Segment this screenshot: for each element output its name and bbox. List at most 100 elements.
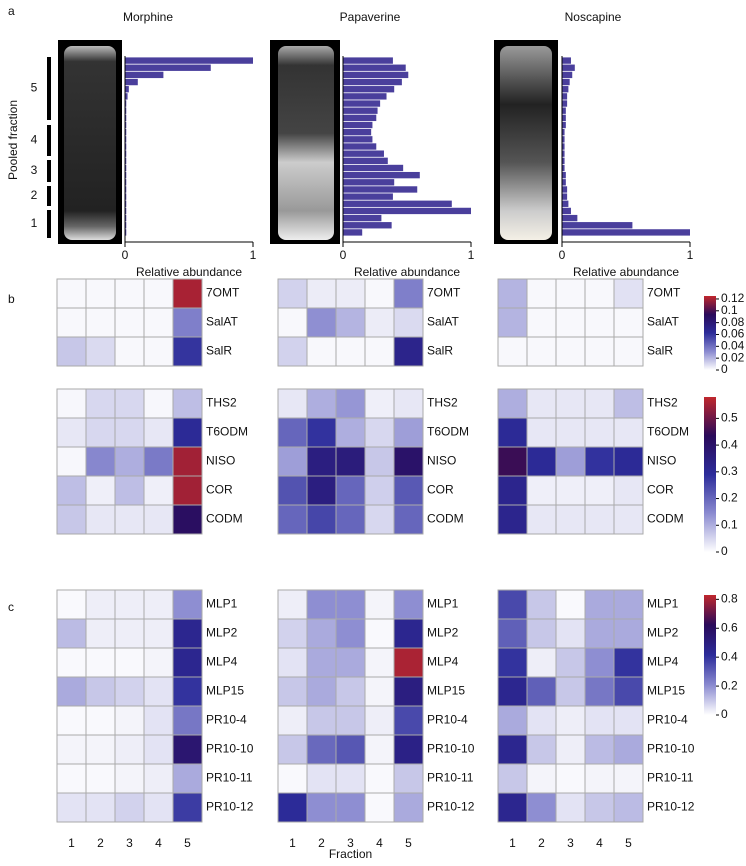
bar [125, 193, 127, 200]
heatmap-cell [85, 307, 116, 338]
heatmap-cell [393, 278, 424, 309]
bar [562, 186, 568, 193]
colorbar-tick-label: 0.06 [721, 327, 745, 341]
heatmap-cell [114, 307, 145, 338]
heatmap-cell [114, 792, 145, 823]
row-label: PR10-4 [206, 713, 247, 727]
heatmap-cell [497, 618, 528, 649]
heatmap-cell [335, 589, 366, 620]
row-label: MLP2 [206, 626, 238, 640]
heatmap-cell [364, 336, 395, 367]
bar [343, 121, 373, 129]
row-label: 7OMT [206, 286, 240, 300]
heatmap-cell [172, 446, 203, 477]
heatmap-cell [555, 676, 586, 707]
heatmap-cell [613, 647, 644, 678]
heatmap-cell [526, 589, 557, 620]
heatmap-cell [114, 446, 145, 477]
heatmap-cell [306, 307, 337, 338]
x-tick-label: 0 [122, 248, 129, 262]
heatmap-cell [364, 307, 395, 338]
heatmap-cell [526, 763, 557, 794]
heatmap-cell [277, 589, 308, 620]
x-tick-label: 2 [97, 836, 104, 850]
x-tick-label: 1 [289, 836, 296, 850]
x-tick-label: 1 [468, 248, 475, 262]
heatmap-cell [306, 388, 337, 419]
bar [562, 179, 566, 186]
heatmap-cell [555, 336, 586, 367]
y-axis-label: Pooled fraction [6, 100, 20, 180]
bar [343, 150, 384, 157]
colorbar-tick-label: 0.2 [721, 678, 738, 692]
row-label: SalR [206, 344, 232, 358]
heatmap-cell [56, 763, 87, 794]
heatmap-cell [277, 763, 308, 794]
heatmap-cell [85, 647, 116, 678]
bar [125, 86, 129, 93]
heatmap-cell [143, 618, 174, 649]
heatmap-cell [584, 417, 615, 448]
x-tick-label: 1 [687, 248, 694, 262]
bar [562, 229, 690, 236]
x-tick-label: 0 [559, 248, 566, 262]
x-tick-label: 3 [567, 836, 574, 850]
heatmap-cell [114, 388, 145, 419]
heatmap-cell [277, 417, 308, 448]
heatmap-cell [335, 647, 366, 678]
heatmap-cell [555, 388, 586, 419]
heatmap-cell [143, 388, 174, 419]
bar [343, 200, 452, 207]
heatmap-cell [85, 504, 116, 535]
heatmap-cell [497, 763, 528, 794]
heatmap-cell [613, 589, 644, 620]
heatmap-cell [172, 734, 203, 765]
x-tick-label: 5 [625, 836, 632, 850]
row-label: PR10-10 [206, 742, 254, 756]
bar [343, 71, 409, 79]
x-tick-label: 1 [250, 248, 257, 262]
heatmap-cell [85, 278, 116, 309]
heatmap-cell [526, 792, 557, 823]
heatmap-cell [306, 705, 337, 736]
x-tick-label: 4 [376, 836, 383, 850]
heatmap-cell [85, 618, 116, 649]
bar [343, 129, 372, 136]
bar [343, 143, 377, 150]
x-tick-label: 0 [340, 248, 347, 262]
bar [343, 114, 377, 122]
bar [343, 171, 420, 179]
bar [343, 222, 392, 229]
heatmap-cell [526, 734, 557, 765]
heatmap-cell [364, 676, 395, 707]
heatmap-cell [172, 504, 203, 535]
heatmap-cell [335, 278, 366, 309]
heatmap-cell [364, 504, 395, 535]
colorbar-tick-label: 0.2 [721, 491, 738, 505]
heatmap-cell [172, 705, 203, 736]
heatmap-cell [143, 446, 174, 477]
bar [343, 136, 373, 143]
colorbar-tick-label: 0.4 [721, 649, 738, 663]
row-label: NISO [427, 454, 456, 468]
heatmap-cell [393, 446, 424, 477]
row-label: MLP2 [427, 626, 459, 640]
heatmap-cell [393, 676, 424, 707]
tube [278, 46, 334, 240]
x-tick-label: 2 [318, 836, 325, 850]
heatmap-cell [172, 763, 203, 794]
heatmap-cell [555, 446, 586, 477]
heatmap-cell [172, 618, 203, 649]
heatmap-cell [172, 475, 203, 506]
heatmap-cell [364, 705, 395, 736]
heatmap-cell [613, 705, 644, 736]
heatmap-cell [306, 278, 337, 309]
heatmap-cell [56, 705, 87, 736]
heatmap-cell [56, 647, 87, 678]
heatmap-cell [497, 307, 528, 338]
bar [125, 64, 211, 71]
row-label: MLP15 [647, 684, 685, 698]
row-label: CODM [206, 512, 243, 526]
row-label: MLP15 [206, 684, 244, 698]
row-label: COR [647, 483, 674, 497]
